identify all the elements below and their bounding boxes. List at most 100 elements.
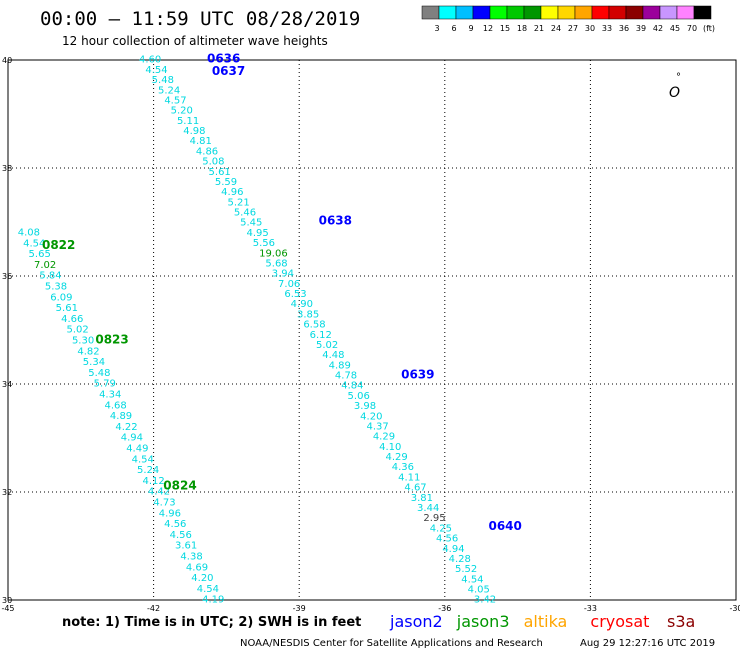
satellite-name: cryosat xyxy=(590,612,649,631)
legend-label: 3 xyxy=(434,24,439,33)
legend-swatch xyxy=(574,5,593,20)
wave-height-value: 6.53 xyxy=(284,289,306,300)
pass-time-label: 0637 xyxy=(212,64,245,78)
wave-height-value: 4.86 xyxy=(196,146,218,157)
wave-height-value: 5.61 xyxy=(209,167,231,178)
pass-time-label: 0823 xyxy=(95,333,128,347)
pass-time-label: 0640 xyxy=(488,519,521,533)
wave-height-value: 4.54 xyxy=(197,584,219,595)
wave-height-value: 3.44 xyxy=(417,503,439,514)
legend-label: 15 xyxy=(500,24,510,33)
color-legend: 3 6 9 12 15 18 21 24 27 30 33 36 39 42 45 70 (ft) xyxy=(421,5,715,33)
footer-note: note: 1) Time is in UTC; 2) SWH is in fe… xyxy=(62,615,361,630)
lon-tick-label: -36 xyxy=(438,604,451,613)
legend-label: 27 xyxy=(568,24,578,33)
satellite-name: jason2 xyxy=(389,612,443,631)
lat-lon-grid xyxy=(8,60,736,600)
wave-height-value: 5.11 xyxy=(177,116,199,127)
wave-height-value: 6.09 xyxy=(50,292,72,303)
wave-height-value: 4.94 xyxy=(121,433,143,444)
wave-height-value: 3.98 xyxy=(354,401,376,412)
axis-tick-labels: -45 -42 -39 -36 -33 -30 40 38 36 34 32 30 xyxy=(1,56,740,613)
lat-tick-label: 38 xyxy=(2,164,12,173)
pass-time-label: 0636 xyxy=(207,52,240,66)
wave-height-value: 4.05 xyxy=(468,585,490,596)
wave-height-value: 4.29 xyxy=(385,452,407,463)
pass-time-label: 0824 xyxy=(163,478,196,492)
legend-label: 42 xyxy=(653,24,663,33)
wave-height-value: 4.89 xyxy=(110,411,132,422)
wave-height-value: 5.48 xyxy=(152,75,174,86)
wave-height-value: 4.90 xyxy=(291,299,313,310)
legend-label: 24 xyxy=(551,24,561,33)
wave-height-value: 5.59 xyxy=(215,177,237,188)
wave-height-value: 2.95 xyxy=(423,513,445,524)
wave-height-value: 5.21 xyxy=(227,197,249,208)
degree-marker: ° O xyxy=(669,72,681,101)
wave-height-value: 5.61 xyxy=(56,303,78,314)
wave-height-value: 4.56 xyxy=(170,530,192,541)
legend-label: 39 xyxy=(636,24,646,33)
legend-swatch xyxy=(421,5,440,20)
wave-height-value: 4.96 xyxy=(221,187,243,198)
wave-height-value: 4.54 xyxy=(23,238,45,249)
wave-height-value: 4.25 xyxy=(430,523,452,534)
wave-height-value: 5.02 xyxy=(67,325,89,336)
wave-height-value: 4.78 xyxy=(335,371,357,382)
wave-height-value: 4.20 xyxy=(191,573,213,584)
wave-height-value: 5.65 xyxy=(29,249,51,260)
lon-tick-label: -39 xyxy=(293,604,306,613)
satellite-name: altika xyxy=(524,612,568,631)
legend-swatch xyxy=(557,5,576,20)
wave-height-value: 4.68 xyxy=(104,400,126,411)
lat-tick-label: 36 xyxy=(2,272,12,281)
wave-height-value: 5.52 xyxy=(455,564,477,575)
legend-swatch xyxy=(693,5,712,20)
wave-height-value: 3.85 xyxy=(297,309,319,320)
wave-height-value: 5.84 xyxy=(39,271,61,282)
legend-swatch xyxy=(642,5,661,20)
legend-label: 21 xyxy=(534,24,544,33)
lat-tick-label: 32 xyxy=(2,488,12,497)
pass-time-label: 0639 xyxy=(401,368,434,382)
wave-height-value: 4.82 xyxy=(77,346,99,357)
legend-swatch xyxy=(438,5,457,20)
satellite-name: jason3 xyxy=(456,612,510,631)
wave-height-value: 4.95 xyxy=(246,228,268,239)
map-subtitle: 12 hour collection of altimeter wave hei… xyxy=(62,34,328,48)
wave-height-value: 4.57 xyxy=(164,95,186,106)
wave-height-value: 4.49 xyxy=(126,444,148,455)
wave-height-value: 4.69 xyxy=(186,562,208,573)
wave-height-value: 4.37 xyxy=(367,421,389,432)
circle-glyph: O xyxy=(669,85,680,101)
wave-height-tracks: 4.604.545.485.244.575.205.114.984.814.86… xyxy=(18,55,496,606)
wave-height-value: 5.46 xyxy=(234,208,256,219)
map-title: 00:00 – 11:59 UTC 08/28/2019 xyxy=(40,8,360,30)
wave-height-value: 4.54 xyxy=(461,574,483,585)
wave-height-value: 5.20 xyxy=(171,106,193,117)
wave-height-value: 5.24 xyxy=(158,85,180,96)
wave-height-value: 4.22 xyxy=(115,422,137,433)
wave-height-value: 4.48 xyxy=(322,350,344,361)
legend-swatch xyxy=(472,5,491,20)
legend-swatch xyxy=(608,5,627,20)
lat-tick-label: 30 xyxy=(2,596,12,605)
wave-height-value: 5.38 xyxy=(45,282,67,293)
lon-tick-label: -30 xyxy=(729,604,740,613)
legend-label: (ft) xyxy=(703,24,715,33)
lat-tick-label: 40 xyxy=(2,56,12,65)
wave-height-value: 7.06 xyxy=(278,279,300,290)
wave-height-value: 5.79 xyxy=(94,379,116,390)
wave-height-value: 5.30 xyxy=(72,336,94,347)
legend-swatch xyxy=(625,5,644,20)
wave-height-value: 4.20 xyxy=(360,411,382,422)
wave-height-value: 4.08 xyxy=(18,228,40,239)
legend-label: 33 xyxy=(602,24,612,33)
satellite-legend: jason2 jason3 altika cryosat s3a xyxy=(389,612,695,631)
wave-height-value: 4.12 xyxy=(142,476,164,487)
legend-swatch xyxy=(659,5,678,20)
wave-height-value: 4.73 xyxy=(153,498,175,509)
wave-height-value: 5.56 xyxy=(253,238,275,249)
